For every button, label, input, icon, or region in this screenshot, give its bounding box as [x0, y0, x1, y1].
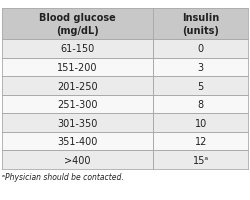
Bar [2, 40, 153, 58]
Bar [153, 114, 248, 132]
Text: 8: 8 [198, 100, 204, 109]
Text: 15ᵃ: 15ᵃ [192, 155, 209, 165]
Text: 10: 10 [194, 118, 207, 128]
Bar [153, 40, 248, 58]
Text: 3: 3 [198, 63, 204, 73]
Text: 12: 12 [194, 136, 207, 146]
Bar [2, 58, 153, 77]
Bar [2, 95, 153, 114]
Text: 301-350: 301-350 [58, 118, 98, 128]
Bar [153, 95, 248, 114]
Text: Blood glucose
(mg/dL): Blood glucose (mg/dL) [39, 13, 116, 36]
Text: ᵃPhysician should be contacted.: ᵃPhysician should be contacted. [2, 172, 124, 181]
Bar [2, 132, 153, 151]
Bar [153, 151, 248, 169]
Text: >400: >400 [64, 155, 91, 165]
Bar [153, 58, 248, 77]
Text: 351-400: 351-400 [58, 136, 98, 146]
Text: 0: 0 [198, 44, 204, 54]
Bar [153, 132, 248, 151]
Bar [153, 9, 248, 40]
Bar [153, 77, 248, 95]
Bar [2, 114, 153, 132]
Bar [2, 151, 153, 169]
Text: 61-150: 61-150 [60, 44, 95, 54]
Text: 151-200: 151-200 [58, 63, 98, 73]
Text: 5: 5 [198, 81, 204, 91]
Text: 201-250: 201-250 [57, 81, 98, 91]
Bar [2, 9, 153, 40]
Bar [2, 77, 153, 95]
Text: 251-300: 251-300 [58, 100, 98, 109]
Text: Insulin
(units): Insulin (units) [182, 13, 219, 36]
